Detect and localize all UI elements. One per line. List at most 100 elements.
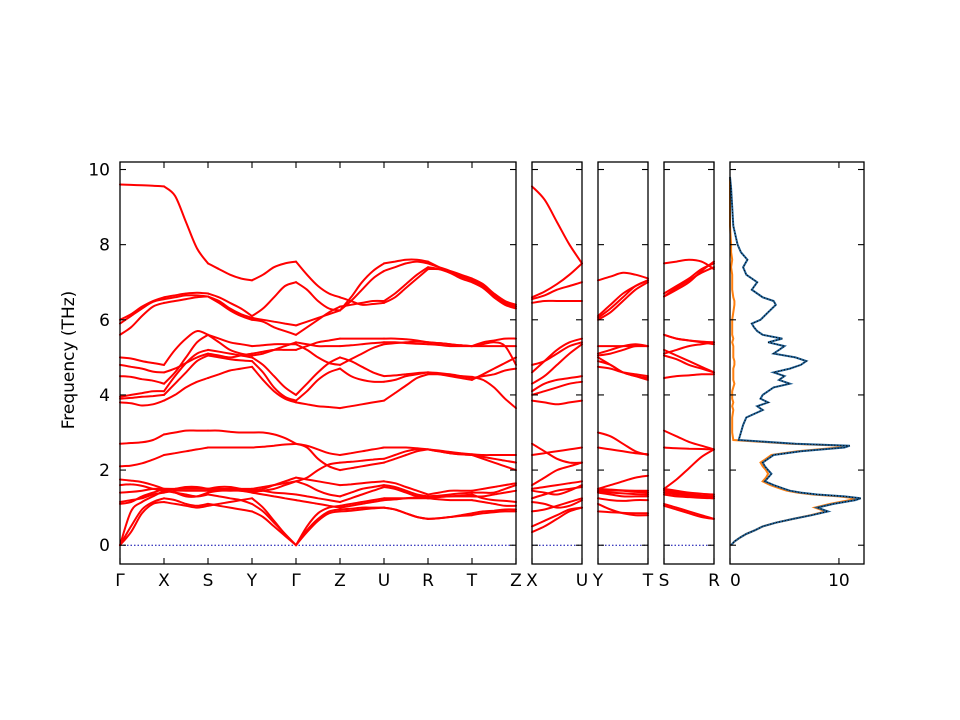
- band-Y-T-seg0-15: [597, 344, 649, 357]
- band-main-seg0-7: [119, 478, 165, 490]
- panel-frame: [119, 161, 517, 565]
- band-main-seg1-11: [163, 354, 209, 396]
- band-main-seg7-4: [427, 493, 473, 500]
- band-Y-T-seg0-12: [597, 356, 649, 381]
- band-Y-T-seg0-6: [597, 487, 649, 492]
- x-tick-label: Z: [334, 571, 346, 591]
- band-Y-T-seg0-17: [597, 281, 649, 321]
- band-main-seg0-1: [119, 497, 165, 547]
- band-main-seg8-10: [471, 375, 517, 410]
- band-main-seg3-5: [251, 480, 297, 493]
- band-main-seg2-11: [207, 354, 253, 363]
- band-main-seg6-5: [383, 484, 429, 498]
- band-main-seg3-10: [251, 365, 297, 404]
- band-main-seg5-9: [339, 461, 385, 472]
- dos-x-tick-label: 10: [828, 571, 850, 591]
- band-main-seg5-16: [339, 262, 385, 312]
- band-S-R-seg0-0: [663, 504, 715, 520]
- band-main-seg6-17: [383, 266, 429, 302]
- panel-frame: [597, 161, 649, 565]
- band-X-U-seg0-17: [531, 281, 583, 301]
- band-main-seg8-4: [471, 493, 517, 503]
- band-main-seg1-9: [163, 429, 209, 436]
- band-main-seg4-3: [295, 499, 341, 509]
- band-X-U-seg0-9: [531, 442, 583, 464]
- dos-x-tick-label: 0: [730, 571, 741, 591]
- band-main-seg4-9: [295, 442, 341, 472]
- band-main-seg5-15: [339, 341, 385, 348]
- band-main-seg8-5: [471, 484, 517, 494]
- dos-sum-dotted-curve: [729, 176, 861, 546]
- band-S-R-seg0-17: [663, 266, 715, 298]
- band-main-seg2-9: [207, 429, 253, 434]
- band-main-seg2-13: [207, 333, 253, 348]
- band-main-seg3-16: [251, 316, 297, 327]
- band-X-U-seg0-13: [531, 343, 583, 385]
- band-X-U-seg0-12: [531, 375, 583, 393]
- panel-frame: [531, 161, 583, 565]
- x-tick-label: Y: [592, 571, 604, 591]
- band-main-seg4-0: [295, 508, 341, 547]
- y-tick-label: 0: [99, 536, 110, 556]
- band-main-seg3-17: [251, 318, 297, 336]
- band-main-seg1-15: [163, 330, 209, 366]
- band-X-U-seg0-3: [531, 499, 583, 509]
- band-S-R-seg0-7: [663, 448, 715, 490]
- band-S-R-seg0-9: [663, 429, 715, 451]
- band-main-seg7-6: [427, 489, 473, 496]
- band-main-seg2-17: [207, 295, 253, 321]
- band-main-seg0-8: [119, 454, 165, 468]
- band-main-seg2-10: [207, 365, 253, 379]
- dos-frame: [729, 161, 865, 565]
- band-main-seg4-5: [295, 480, 341, 498]
- band-Y-T-seg0-19: [597, 271, 649, 282]
- band-Y-T-seg0-3: [597, 491, 649, 498]
- band-main-seg8-7: [471, 454, 517, 464]
- band-main-seg4-16: [295, 309, 341, 327]
- dos-panel: 0 10: [729, 161, 865, 591]
- band-main-seg2-1: [207, 502, 253, 513]
- band-main-seg7-12: [427, 371, 473, 381]
- band-main-seg0-0: [119, 501, 165, 547]
- band-main-seg6-15: [383, 341, 429, 346]
- band-main-seg0-18: [119, 296, 165, 321]
- band-main-seg2-12: [207, 348, 253, 359]
- band-main-seg2-2: [207, 493, 253, 505]
- band-S-R-seg0-10: [663, 373, 715, 379]
- band-main-seg0-3: [119, 487, 165, 505]
- band-main-seg6-12: [383, 371, 429, 378]
- band-main-seg3-15: [251, 341, 297, 357]
- band-main-seg2-15: [207, 333, 253, 357]
- x-tick-label: S: [203, 571, 214, 591]
- band-Y-T-seg0-7: [597, 474, 649, 490]
- band-main-seg3-2: [251, 502, 297, 547]
- band-main-seg4-15: [295, 341, 341, 348]
- band-main-seg8-12: [471, 356, 517, 381]
- y-tick-label: 10: [88, 161, 110, 181]
- band-main-seg3-3: [251, 491, 297, 502]
- band-main-seg2-18: [207, 292, 253, 317]
- y-tick-label: 2: [99, 461, 110, 481]
- band-main-seg4-19: [295, 260, 341, 299]
- band-main-seg6-18: [383, 260, 429, 272]
- band-S-R-seg0-1: [663, 502, 715, 520]
- band-main-seg4-12: [295, 356, 341, 396]
- band-main-seg7-9: [427, 448, 473, 456]
- band-S-R-seg0-15: [663, 333, 715, 346]
- band-X-U-seg0-8: [531, 446, 583, 456]
- band-main-seg8-18: [471, 279, 517, 308]
- band-main-seg5-11: [339, 367, 385, 383]
- band-main-seg5-12: [339, 356, 385, 378]
- band-main-seg1-13: [163, 333, 209, 385]
- band-Y-T-seg0-9: [597, 431, 649, 456]
- band-Y-T-seg0-4: [597, 490, 649, 496]
- band-main-seg3-18: [251, 281, 297, 317]
- band-main-seg0-16: [119, 301, 165, 336]
- band-main-seg8-13: [471, 341, 517, 366]
- band-X-U-seg0-6: [531, 480, 583, 490]
- band-main-seg1-18: [163, 291, 209, 299]
- band-main-seg4-10: [295, 401, 341, 410]
- band-main-seg8-1: [471, 510, 517, 517]
- band-main-seg0-12: [119, 390, 165, 398]
